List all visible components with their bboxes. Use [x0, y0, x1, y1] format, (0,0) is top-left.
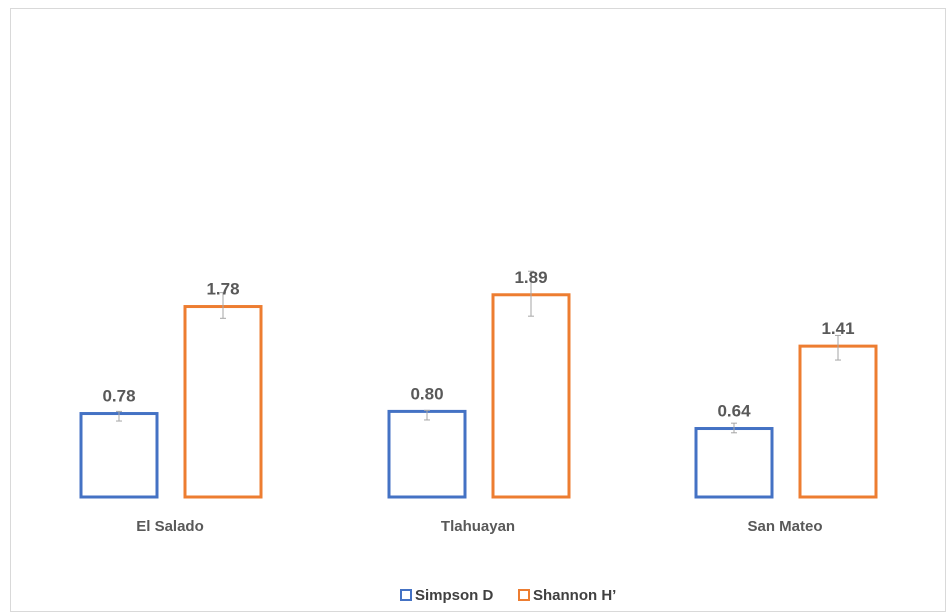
bars-layer	[79, 293, 878, 499]
legend[interactable]: Simpson D Shannon H’	[400, 587, 616, 604]
error-bar-simpson-d-tlahuayan	[424, 409, 430, 421]
bar-shannon-h-el-salado	[183, 305, 263, 499]
bar-shannon-h-san-mateo	[798, 344, 878, 499]
error-bar-shannon-h-tlahuayan	[528, 270, 534, 317]
error-bars-layer	[116, 270, 841, 434]
legend-swatch-simpson-d	[400, 589, 412, 601]
category-label-san-mateo: San Mateo	[747, 518, 822, 535]
bar-simpson-d-san-mateo	[694, 427, 774, 499]
error-bar-shannon-h-el-salado	[220, 292, 226, 319]
category-label-el-salado: El Salado	[136, 518, 204, 535]
category-axis: El Salado Tlahuayan San Mateo	[136, 518, 822, 535]
category-label-tlahuayan: Tlahuayan	[441, 518, 515, 535]
error-bar-simpson-d-el-salado	[116, 410, 122, 422]
data-label-shannon-h-san-mateo: 1.41	[821, 319, 854, 338]
chart-area	[10, 8, 946, 612]
legend-swatch-shannon-h	[518, 589, 530, 601]
data-label-simpson-d-tlahuayan: 0.80	[410, 384, 443, 403]
data-label-simpson-d-el-salado: 0.78	[102, 387, 135, 406]
data-label-shannon-h-tlahuayan: 1.89	[514, 268, 547, 287]
legend-label-simpson-d: Simpson D	[415, 587, 494, 604]
data-label-simpson-d-san-mateo: 0.64	[717, 402, 751, 421]
bar-shannon-h-tlahuayan	[491, 293, 571, 499]
data-label-shannon-h-el-salado: 1.78	[206, 280, 239, 299]
bar-simpson-d-tlahuayan	[387, 409, 467, 499]
legend-item-shannon-h[interactable]: Shannon H’	[518, 587, 616, 604]
data-labels-layer: 0.78 0.80 0.64 1.78 1.89 1.41	[102, 268, 854, 421]
error-bar-shannon-h-san-mateo	[835, 334, 841, 361]
bar-simpson-d-el-salado	[79, 412, 159, 499]
legend-item-simpson-d[interactable]: Simpson D	[400, 587, 494, 604]
legend-label-shannon-h: Shannon H’	[533, 587, 616, 604]
error-bar-simpson-d-san-mateo	[731, 422, 737, 434]
